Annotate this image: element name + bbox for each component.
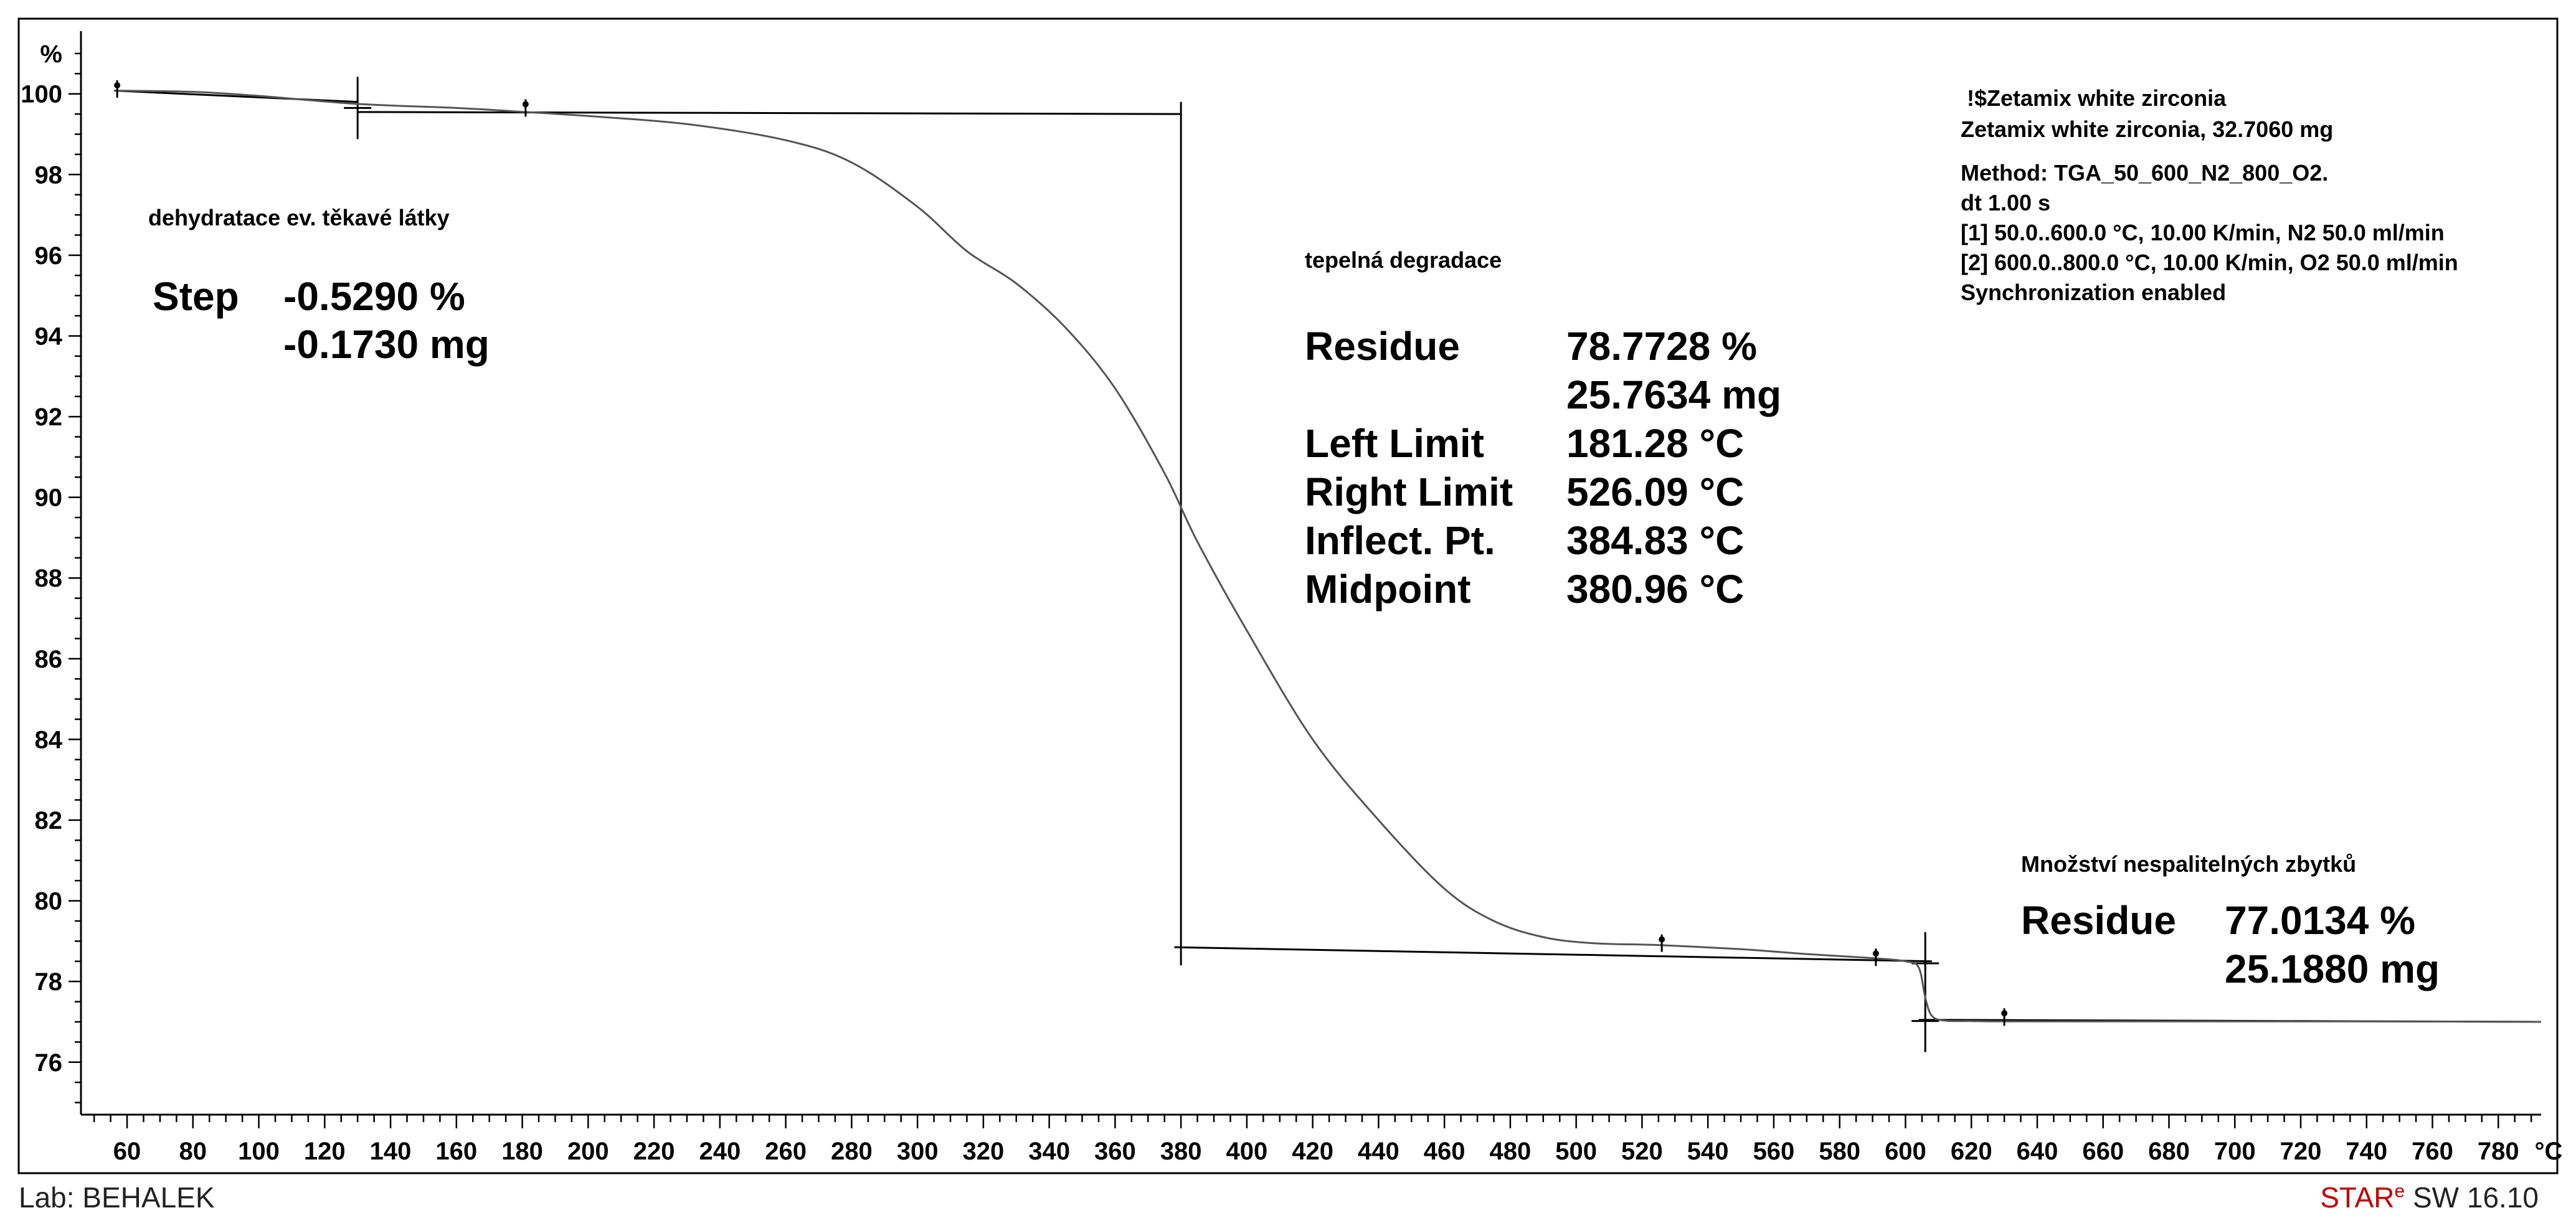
x-tick-label: 400 xyxy=(1226,1138,1268,1165)
y-tick-label: 100 xyxy=(21,81,62,108)
x-tick-label: 100 xyxy=(238,1138,280,1165)
construction-line xyxy=(358,111,1181,115)
x-unit-label: °C xyxy=(2535,1138,2563,1165)
step2-row-value: 380.96 °C xyxy=(1566,567,1744,612)
x-tick-label: 600 xyxy=(1885,1138,1926,1165)
y-tick-label: 88 xyxy=(35,565,63,592)
x-tick-label: 240 xyxy=(699,1138,741,1165)
x-tick-label: 360 xyxy=(1094,1138,1136,1165)
footer-software: STARe SW 16.10 xyxy=(2320,1181,2539,1214)
y-tick-label: 76 xyxy=(35,1049,63,1077)
x-tick-label: 300 xyxy=(897,1138,939,1165)
x-tick-label: 640 xyxy=(2017,1138,2058,1165)
step3-title: Množství nespalitelných zbytků xyxy=(2021,851,2356,877)
software-superscript: e xyxy=(2394,1181,2405,1202)
x-tick-label: 720 xyxy=(2280,1138,2322,1165)
x-tick-label: 200 xyxy=(567,1138,609,1165)
step1-value-percent: -0.5290 % xyxy=(283,274,465,319)
x-tick-label: 580 xyxy=(1819,1138,1860,1165)
construction-line xyxy=(1174,946,1932,963)
x-tick-label: 380 xyxy=(1160,1138,1202,1165)
curve-marker-dot xyxy=(2001,1010,2008,1017)
x-tick-label: 140 xyxy=(370,1138,412,1165)
x-tick-label: 220 xyxy=(633,1138,675,1165)
step2-row-label: Right Limit xyxy=(1305,470,1513,514)
x-tick-label: 500 xyxy=(1555,1138,1597,1165)
info-line: [2] 600.0..800.0 °C, 10.00 K/min, O2 50.… xyxy=(1961,250,2458,275)
curve-marker-dot xyxy=(114,82,121,88)
step2-row-label: Midpoint xyxy=(1305,567,1471,612)
x-tick-label: 340 xyxy=(1028,1138,1070,1165)
x-tick-label: 460 xyxy=(1424,1138,1466,1165)
step2-row-label: Inflect. Pt. xyxy=(1305,518,1495,563)
y-tick-label: 92 xyxy=(35,404,63,431)
step2-row-value: 25.7634 mg xyxy=(1566,372,1781,417)
step2-row-value: 78.7728 % xyxy=(1566,324,1757,369)
x-tick-label: 620 xyxy=(1951,1138,1992,1165)
y-tick-label: 78 xyxy=(35,968,63,996)
annotations: dehydratace ev. těkavé látky Step -0.5290 … xyxy=(148,85,2458,991)
curve-group xyxy=(113,90,2542,1023)
x-tick-label: 560 xyxy=(1753,1138,1795,1165)
x-tick-label: 540 xyxy=(1687,1138,1729,1165)
x-tick-label: 280 xyxy=(831,1138,873,1165)
y-unit-label: % xyxy=(40,40,62,68)
info-line: Method: TGA_50_600_N2_800_O2. xyxy=(1961,160,2328,186)
x-tick-label: 660 xyxy=(2082,1138,2124,1165)
step1-value-mg: -0.1730 mg xyxy=(283,322,490,367)
y-tick-label: 96 xyxy=(35,242,63,270)
axes: 60 80 100 120 140 160 180 200 220 240 260 280 300 320… xyxy=(21,31,2562,1165)
y-tick-label: 86 xyxy=(35,646,63,673)
step2-row-value: 181.28 °C xyxy=(1566,421,1744,466)
footer-lab: Lab: BEHALEK xyxy=(19,1181,215,1214)
x-tick-label: 420 xyxy=(1292,1138,1333,1165)
x-tick-label: 480 xyxy=(1490,1138,1532,1165)
x-tick-label: 700 xyxy=(2214,1138,2256,1165)
software-name: STAR xyxy=(2320,1181,2395,1214)
y-tick-label: 98 xyxy=(35,161,63,189)
markers-group xyxy=(114,80,2008,1026)
step2-title: tepelná degradace xyxy=(1305,247,1502,273)
y-tick-label: 82 xyxy=(35,807,63,834)
x-tick-label: 260 xyxy=(765,1138,807,1165)
x-tick-label: 160 xyxy=(435,1138,477,1165)
step3-value-percent: 77.0134 % xyxy=(2225,898,2415,943)
x-tick-label: 80 xyxy=(179,1138,207,1165)
step1-label: Step xyxy=(153,274,239,319)
x-tick-label: 760 xyxy=(2412,1138,2453,1165)
x-tick-label: 440 xyxy=(1358,1138,1399,1165)
step2-row-label: Residue xyxy=(1305,324,1460,369)
plot-frame xyxy=(17,17,2559,1174)
step1-title: dehydratace ev. těkavé látky xyxy=(148,205,450,230)
y-tick-label: 84 xyxy=(35,726,63,753)
y-tick-label: 80 xyxy=(35,888,63,915)
x-tick-label: 680 xyxy=(2148,1138,2190,1165)
step2-row-value: 526.09 °C xyxy=(1566,470,1744,514)
tga-curve xyxy=(113,90,2542,1023)
construction-line xyxy=(113,90,358,103)
curve-marker-dot xyxy=(1872,950,1879,957)
curve-marker-dot xyxy=(522,101,529,108)
info-line: !$Zetamix white zirconia xyxy=(1967,85,2227,111)
x-tick-label: 740 xyxy=(2346,1138,2387,1165)
x-tick-label: 120 xyxy=(304,1138,346,1165)
y-tick-label: 94 xyxy=(35,323,63,350)
curve-marker-dot xyxy=(1659,936,1665,943)
step2-row-value: 384.83 °C xyxy=(1566,518,1744,563)
step3-label: Residue xyxy=(2021,898,2176,943)
info-line: Synchronization enabled xyxy=(1961,280,2226,305)
info-line: [1] 50.0..600.0 °C, 10.00 K/min, N2 50.0… xyxy=(1961,220,2445,245)
x-tick-label: 520 xyxy=(1621,1138,1663,1165)
x-tick-label: 180 xyxy=(501,1138,543,1165)
x-tick-label: 320 xyxy=(962,1138,1004,1165)
info-line: dt 1.00 s xyxy=(1961,190,2050,215)
info-line: Zetamix white zirconia, 32.7060 mg xyxy=(1961,116,2333,142)
step2-row-label: Left Limit xyxy=(1305,421,1484,466)
step3-value-mg: 25.1880 mg xyxy=(2225,947,2440,991)
y-tick-label: 90 xyxy=(35,484,63,512)
x-tick-label: 60 xyxy=(113,1138,141,1165)
x-tick-label: 780 xyxy=(2478,1138,2519,1165)
software-version: SW 16.10 xyxy=(2405,1181,2539,1214)
